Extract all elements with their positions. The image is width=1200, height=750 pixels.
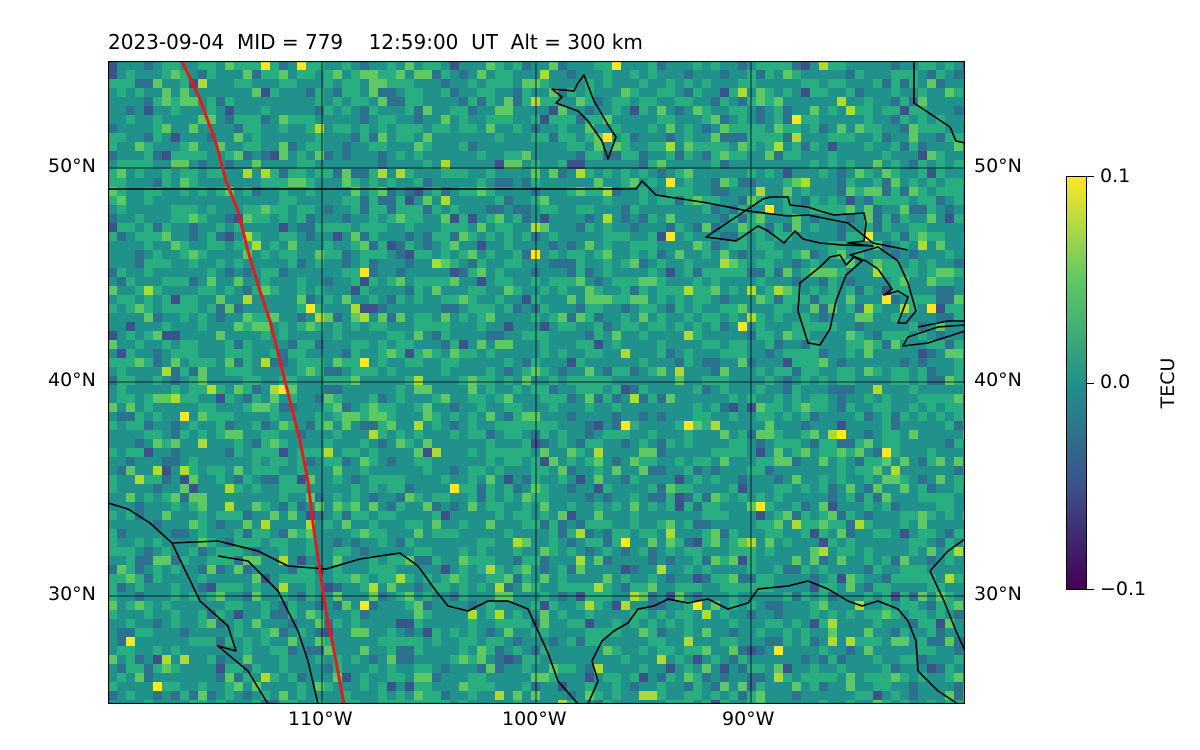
colorbar-label-max: 0.1 <box>1100 165 1131 187</box>
hudson-bay-shore <box>913 61 965 144</box>
lake-ontario <box>917 320 965 328</box>
colorbar-label-zero: 0.0 <box>1100 371 1131 393</box>
tec-field <box>108 61 965 704</box>
colorbar-title: TECU <box>1157 357 1179 409</box>
lake-michigan <box>797 254 863 346</box>
lat-label-50n-left: 50°N <box>48 155 96 177</box>
gulf-coast-us <box>108 502 579 704</box>
colorbar <box>1066 176 1087 590</box>
lake-erie <box>902 324 965 347</box>
baja-coast <box>171 542 269 704</box>
colorbar-tick-bottom <box>1087 589 1094 590</box>
colorbar-tick-mid <box>1087 383 1094 384</box>
lake-winnipeg <box>551 74 617 160</box>
tec-map <box>108 61 965 704</box>
lon-label-90w: 90°W <box>722 708 775 730</box>
lat-label-30n-right: 30°N <box>974 583 1022 605</box>
lake-superior <box>705 196 874 247</box>
lon-label-100w: 100°W <box>502 708 567 730</box>
lat-label-40n-right: 40°N <box>974 369 1022 391</box>
florida-coast <box>929 538 965 652</box>
plot-title: 2023-09-04 MID = 779 12:59:00 UT Alt = 3… <box>108 30 643 54</box>
gulf-coast-mexico <box>587 580 959 704</box>
colorbar-tick-top <box>1087 176 1094 177</box>
satellite-track <box>180 61 346 704</box>
lat-label-30n-left: 30°N <box>48 583 96 605</box>
lon-label-110w: 110°W <box>288 708 353 730</box>
lat-label-40n-left: 40°N <box>48 369 96 391</box>
map-border <box>108 61 965 704</box>
gulf-of-california <box>217 555 319 704</box>
lake-huron <box>849 246 917 324</box>
us-canada-border <box>108 180 909 251</box>
lat-label-50n-right: 50°N <box>974 155 1022 177</box>
coastlines <box>108 61 965 704</box>
graticule <box>108 61 965 704</box>
colorbar-label-min: −0.1 <box>1100 578 1147 600</box>
